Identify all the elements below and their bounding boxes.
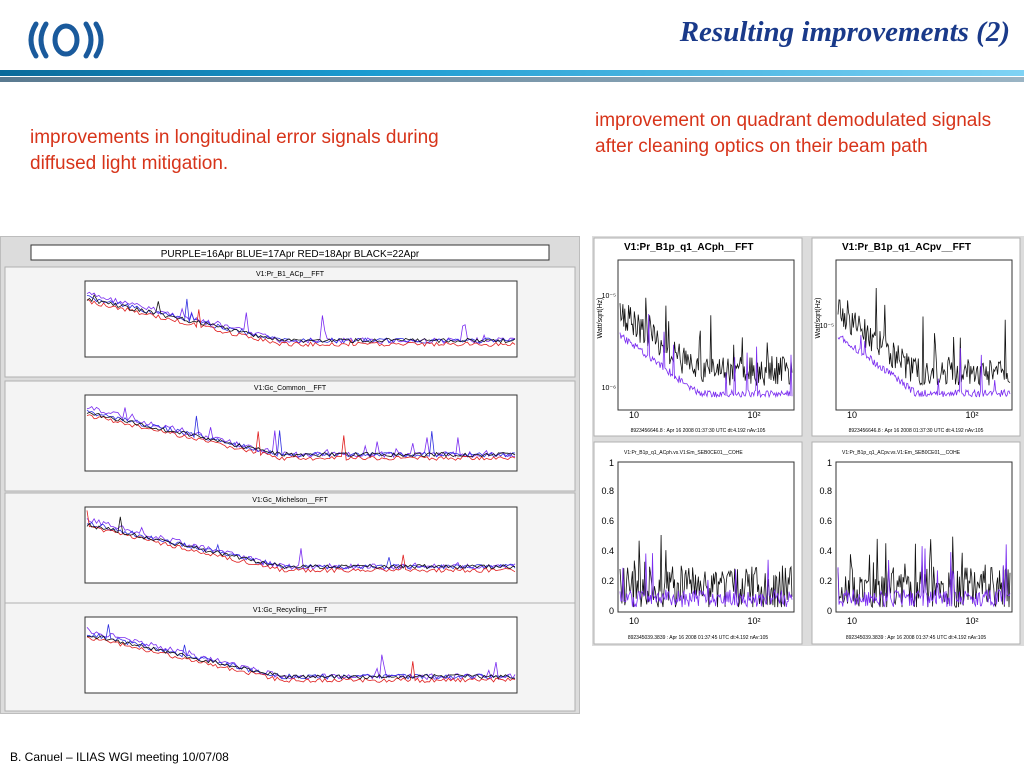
quad-panel-1: V1:Pr_B1p_q1_ACph__FFT Watt/sqrt(Hz) 10 … <box>593 237 803 437</box>
quad-panel-4-ytick-3: 0.6 <box>819 516 832 526</box>
trace-black <box>86 516 516 570</box>
quad-panel-3-ytick-1: 0.2 <box>601 576 614 586</box>
quad-panel-2-xtick-1: 10² <box>965 410 978 420</box>
quad-panel-2-ytick-0: 10⁻⁵ <box>820 323 834 330</box>
trace-black <box>86 294 516 344</box>
quad-panel-1-ytick-0: 10⁻⁵ <box>602 293 616 300</box>
quad-panel-2-footer: 8923456646.8 : Apr 16 2008 01:37:30 UTC … <box>849 428 984 434</box>
quad-panel-4-ytick-1: 0.2 <box>819 576 832 586</box>
panel-3: V1:Gc_Michelson__FFT <box>4 492 576 604</box>
quad-panel-3-ytick-3: 0.6 <box>601 516 614 526</box>
quad-panel-4-ytick-4: 0.8 <box>819 486 832 496</box>
quad-panel-4-ytick-2: 0.4 <box>819 546 832 556</box>
quad-panel-3-ytick-4: 0.8 <box>601 486 614 496</box>
quad-panel-3: V1:Pr_B1p_q1_ACph.vs.V1:Em_SEB0CE01__COH… <box>593 441 803 645</box>
trace-red <box>86 510 516 574</box>
trace-black <box>619 297 793 386</box>
quad-panel-1-xtick-1: 10² <box>747 410 760 420</box>
quad-panel-1-ytick-1: 10⁻⁶ <box>602 385 616 392</box>
trace-purple <box>86 517 516 571</box>
trace-purple <box>619 313 793 399</box>
right-quadrant-figure: V1:Pr_B1p_q1_ACph__FFT Watt/sqrt(Hz) 10 … <box>592 236 1024 646</box>
quad-panel-3-ytick-2: 0.4 <box>601 546 614 556</box>
trace-black <box>86 635 516 680</box>
panel-2-title: V1:Gc_Common__FFT <box>254 385 327 392</box>
trace-black <box>86 411 516 458</box>
trace-purple <box>837 544 1011 608</box>
trace-purple <box>86 405 516 459</box>
virgo-logo <box>22 18 110 62</box>
panel-3-plot <box>84 506 518 584</box>
quad-panel-1-ylabel: Watt/sqrt(Hz) <box>597 298 604 339</box>
quad-panel-2-ylabel: Watt/sqrt(Hz) <box>815 298 822 339</box>
quad-panel-1-xtick-0: 10 <box>629 410 639 420</box>
trace-blue <box>86 409 516 458</box>
quad-panel-4-ytick-0: 0 <box>827 606 832 616</box>
quad-panel-4-title: V1:Pr_B1p_q1_ACpv.vs.V1:Em_SEB0CE01__COH… <box>842 450 961 456</box>
trace-blue <box>86 295 516 344</box>
header-rule-secondary <box>0 77 1024 82</box>
quad-panel-3-footer: 892345039.3839 : Apr 16 2008 01:37:45 UT… <box>628 635 769 641</box>
trace-purple <box>86 291 516 345</box>
footer-credit: B. Canuel – ILIAS WGI meeting 10/07/08 <box>10 750 229 764</box>
panel-3-title: V1:Gc_Michelson__FFT <box>252 497 328 504</box>
quad-panel-1-footer: 8923456646.8 : Apr 16 2008 01:37:30 UTC … <box>631 428 766 434</box>
quad-panel-3-ytick-0: 0 <box>609 606 614 616</box>
header-rule <box>0 70 1024 76</box>
page-title: Resulting improvements (2) <box>679 16 1010 48</box>
panel-1-plot <box>84 280 518 358</box>
quad-panel-4-ytick-5: 1 <box>827 458 832 468</box>
panel-2: V1:Gc_Common__FFT <box>4 380 576 492</box>
quad-panel-1-plot <box>617 259 795 411</box>
quad-panel-3-xtick-0: 10 <box>629 616 639 626</box>
left-spectra-canvas: PURPLE=16Apr BLUE=17Apr RED=18Apr BLACK=… <box>4 244 576 712</box>
trace-red <box>86 636 516 683</box>
quad-panel-3-title: V1:Pr_B1p_q1_ACph.vs.V1:Em_SEB0CE01__COH… <box>624 450 743 456</box>
quad-panel-3-yticks: 0 0.2 0.4 0.6 0.8 1 <box>601 458 614 616</box>
legend-text: PURPLE=16Apr BLUE=17Apr RED=18Apr BLACK=… <box>161 249 420 260</box>
quad-panel-3-ytick-5: 1 <box>609 458 614 468</box>
left-caption: improvements in longitudinal error signa… <box>30 127 439 174</box>
right-quadrant-canvas: V1:Pr_B1p_q1_ACph__FFT Watt/sqrt(Hz) 10 … <box>593 237 1021 645</box>
trace-purple <box>86 627 516 681</box>
quad-panel-3-plot <box>617 461 795 613</box>
trace-red <box>86 299 516 347</box>
right-caption: improvement on quadrant demodulated sign… <box>595 110 992 157</box>
panel-1: V1:Pr_B1_ACp__FFT <box>4 266 576 378</box>
panel-4: V1:Gc_Recycling__FFT <box>4 602 576 712</box>
left-spectra-figure: PURPLE=16Apr BLUE=17Apr RED=18Apr BLACK=… <box>0 236 580 714</box>
panel-4-title: V1:Gc_Recycling__FFT <box>253 607 328 614</box>
quad-panel-4-footer: 892345039.3839 : Apr 16 2008 01:37:45 UT… <box>846 635 987 641</box>
quad-panel-3-xtick-1: 10² <box>747 616 760 626</box>
quad-panel-4: V1:Pr_B1p_q1_ACpv.vs.V1:Em_SEB0CE01__COH… <box>811 441 1021 645</box>
legend-box <box>30 244 550 261</box>
panel-1-title: V1:Pr_B1_ACp__FFT <box>256 271 325 278</box>
quad-panel-2-title: V1:Pr_B1p_q1_ACpv__FFT <box>842 242 971 253</box>
quad-panel-4-xtick-1: 10² <box>965 616 978 626</box>
trace-red <box>86 414 516 461</box>
trace-purple <box>619 553 793 608</box>
trace-black <box>619 534 793 608</box>
trace-purple <box>837 335 1011 398</box>
quad-panel-2: V1:Pr_B1p_q1_ACpv__FFT Watt/sqrt(Hz) 10 … <box>811 237 1021 437</box>
quad-panel-1-title: V1:Pr_B1p_q1_ACph__FFT <box>624 242 753 253</box>
quad-panel-4-xtick-0: 10 <box>847 616 857 626</box>
quad-panel-2-xtick-0: 10 <box>847 410 857 420</box>
quad-panel-4-yticks: 0 0.2 0.4 0.6 0.8 1 <box>819 458 832 616</box>
